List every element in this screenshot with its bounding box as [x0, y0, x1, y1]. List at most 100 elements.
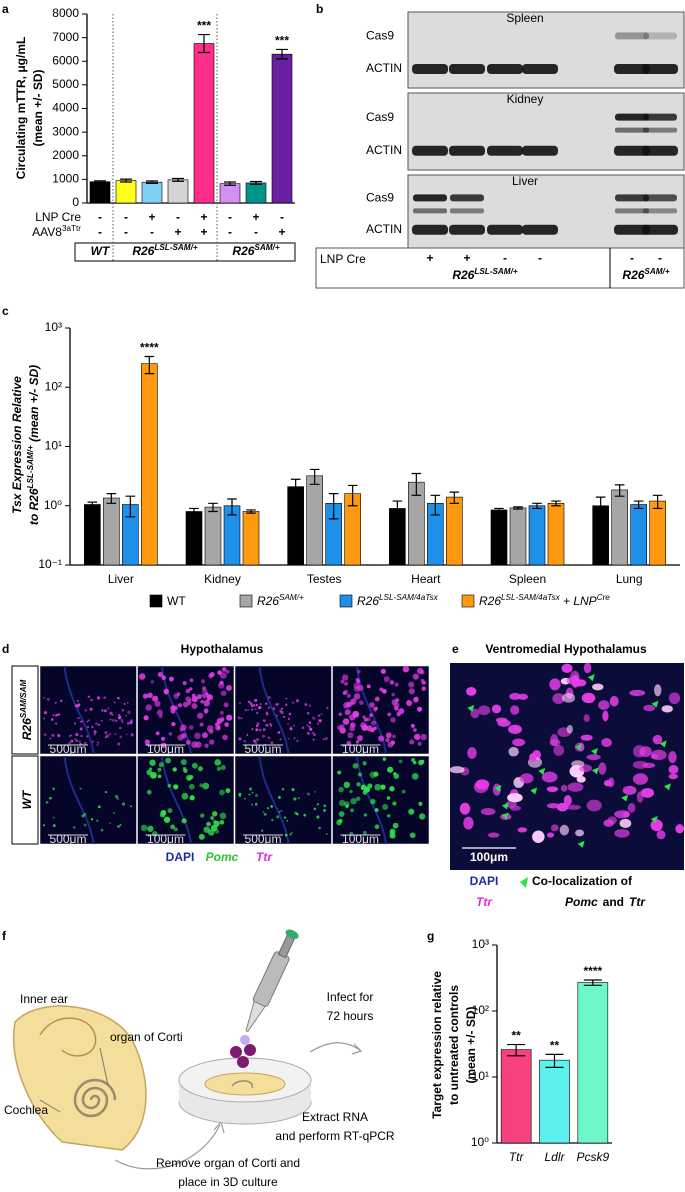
cell	[362, 830, 367, 835]
cell	[632, 773, 649, 785]
cell	[43, 696, 45, 699]
error-bar	[551, 500, 561, 507]
cell	[271, 819, 274, 822]
cell	[519, 773, 534, 784]
cell	[120, 718, 123, 722]
cell	[349, 725, 356, 732]
y-axis-label-part: to R26	[27, 488, 41, 525]
legend-label-part: Ttr	[629, 895, 646, 909]
cell	[191, 762, 198, 769]
bar	[103, 497, 120, 566]
cell	[413, 728, 417, 732]
condition-value: -	[98, 210, 102, 224]
legend-label-part: LSL-SAM/4aTsx	[501, 593, 561, 602]
band	[643, 32, 677, 40]
cell	[111, 714, 114, 716]
cell	[272, 707, 276, 711]
cell	[362, 715, 366, 719]
panel-label: g	[427, 929, 434, 943]
cell	[571, 760, 585, 768]
cell	[382, 757, 387, 761]
cell	[550, 733, 559, 747]
band	[615, 194, 649, 202]
error-bar	[347, 484, 358, 507]
cell	[87, 719, 90, 722]
cell	[346, 693, 352, 699]
cell	[168, 732, 173, 736]
diagram-label: place in 3D culture	[178, 1175, 278, 1189]
cell	[394, 682, 399, 687]
cell	[389, 786, 395, 792]
cell	[180, 759, 187, 766]
cell	[373, 726, 377, 731]
y-tick-label: 7000	[52, 30, 79, 44]
blot-footer	[315, 247, 685, 289]
cell	[278, 810, 281, 813]
cell	[301, 726, 305, 729]
cell	[121, 721, 124, 723]
cell	[78, 740, 81, 743]
condition-value: -	[228, 210, 232, 224]
corti-piece	[231, 1080, 253, 1089]
cell	[155, 731, 160, 736]
cell	[43, 733, 47, 737]
y-tick-label: 8000	[52, 6, 79, 20]
cell	[206, 698, 210, 702]
error-bar	[146, 180, 158, 184]
cell	[349, 789, 353, 794]
cell	[622, 811, 630, 818]
cell	[57, 713, 61, 716]
bar	[167, 179, 189, 204]
cell	[362, 761, 367, 766]
cell	[566, 804, 581, 810]
cell	[601, 738, 612, 747]
y-tick-label: 5000	[52, 77, 79, 91]
bar	[306, 475, 323, 566]
condition-value: -	[98, 225, 102, 239]
cell	[224, 722, 229, 727]
cell	[146, 789, 152, 795]
cell	[117, 714, 121, 717]
y-tick-label: 1000	[52, 172, 79, 186]
condition-label: AAV83aTtr	[32, 224, 81, 240]
cell	[197, 766, 203, 772]
cell	[182, 701, 189, 708]
cell	[357, 669, 361, 674]
lnp-value: -	[503, 251, 507, 265]
cell	[366, 684, 371, 689]
condition-value: -	[228, 225, 232, 239]
cell	[270, 805, 273, 808]
cell	[154, 700, 161, 707]
cell	[87, 695, 91, 699]
y-axis-label-part: (mean +/- SD)	[27, 365, 41, 445]
tissue-edge	[258, 665, 290, 755]
significance: **	[550, 1039, 560, 1053]
cell	[251, 708, 254, 711]
cell	[463, 816, 474, 830]
cell	[255, 728, 259, 732]
cell	[609, 695, 619, 707]
y-tick-label: 10³	[472, 937, 489, 951]
error-bar	[494, 507, 504, 513]
cell	[117, 824, 120, 828]
cell	[661, 705, 673, 713]
cell	[383, 676, 390, 683]
cell	[77, 716, 80, 720]
cell	[96, 743, 99, 746]
cell	[355, 677, 360, 682]
group-label-part: R26	[132, 244, 154, 258]
cell	[459, 802, 471, 815]
y-axis-label: to R26LSL-SAM/+ (mean +/- SD)	[26, 365, 42, 525]
band	[614, 64, 650, 74]
significance: ***	[197, 19, 211, 33]
legend-label: DAPI	[166, 850, 195, 864]
scale-label: 100μm	[342, 742, 379, 756]
micrograph	[39, 755, 137, 845]
cell	[113, 701, 116, 704]
cell	[323, 804, 327, 808]
band	[642, 64, 678, 74]
cell	[42, 824, 46, 827]
cell	[338, 799, 346, 807]
error-bar	[250, 180, 262, 185]
cell	[225, 669, 230, 674]
